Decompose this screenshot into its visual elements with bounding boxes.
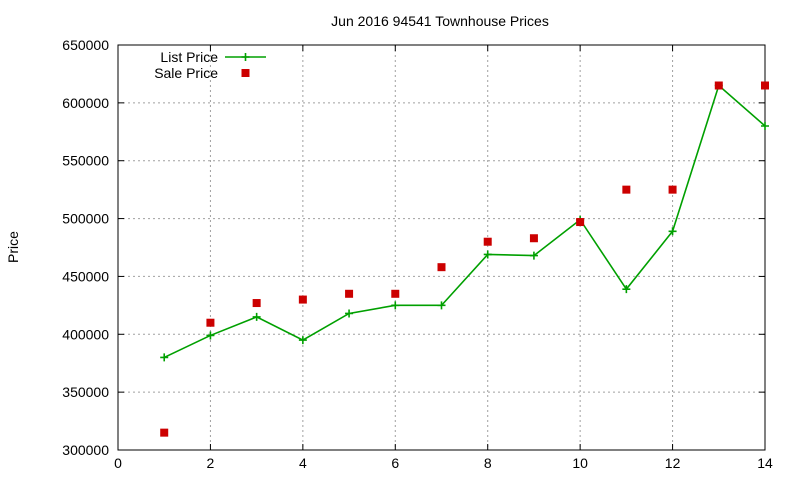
list-price-point [622, 285, 631, 294]
chart-title: Jun 2016 94541 Townhouse Prices [331, 13, 549, 29]
x-tick-label: 12 [665, 455, 681, 471]
y-tick-label: 400000 [62, 326, 109, 342]
sale-price-point [298, 295, 307, 304]
x-tick-label: 6 [391, 455, 399, 471]
list-price-point [252, 312, 261, 321]
sale-price-point [714, 81, 723, 90]
legend-label: List Price [160, 49, 218, 65]
list-price-point [160, 353, 169, 362]
list-price-line [163, 84, 766, 359]
x-tick-label: 10 [572, 455, 588, 471]
y-tick-label: 500000 [62, 211, 109, 227]
list-price-point [761, 122, 769, 130]
x-tick-label: 2 [207, 455, 215, 471]
axes: 0 2 4 6 8 10 12 14 300000 350000 400000 450000 50000… [62, 37, 773, 471]
sale-price-point [437, 263, 446, 272]
list-price-point [529, 251, 538, 260]
legend-square-swatch [241, 69, 250, 77]
sale-price-point [160, 428, 169, 437]
y-tick-label: 650000 [62, 37, 109, 53]
sale-price-point [345, 289, 354, 298]
x-tick-label: 0 [114, 455, 122, 471]
legend-cross-swatch [241, 53, 250, 61]
list-price-point [668, 227, 677, 236]
list-price-point [298, 336, 307, 345]
series [160, 81, 769, 437]
list-price-point [437, 301, 446, 310]
legend-label: Sale Price [154, 65, 218, 81]
sale-price-point [622, 185, 631, 194]
y-axis-label: Price [5, 231, 21, 263]
x-tick-label: 8 [484, 455, 492, 471]
sale-price-point [529, 234, 538, 243]
list-price-point [391, 301, 400, 310]
y-tick-label: 300000 [62, 442, 109, 458]
sale-price-point [761, 81, 769, 90]
y-tick-label: 350000 [62, 384, 109, 400]
sale-price-point [576, 218, 585, 227]
x-tick-label: 4 [299, 455, 307, 471]
list-price-point [345, 309, 354, 318]
x-tick-label: 14 [757, 455, 773, 471]
y-tick-label: 450000 [62, 268, 109, 284]
plot-frame [117, 44, 766, 451]
sale-price-point [483, 237, 492, 246]
sale-price-point [391, 289, 400, 298]
list-price-point [483, 250, 492, 259]
grid [118, 45, 765, 450]
y-tick-label: 550000 [62, 153, 109, 169]
sale-price-point [252, 299, 261, 308]
y-tick-label: 600000 [62, 95, 109, 111]
sale-price-point [206, 318, 215, 327]
sale-price-point [668, 185, 677, 194]
list-price-point [206, 331, 215, 340]
